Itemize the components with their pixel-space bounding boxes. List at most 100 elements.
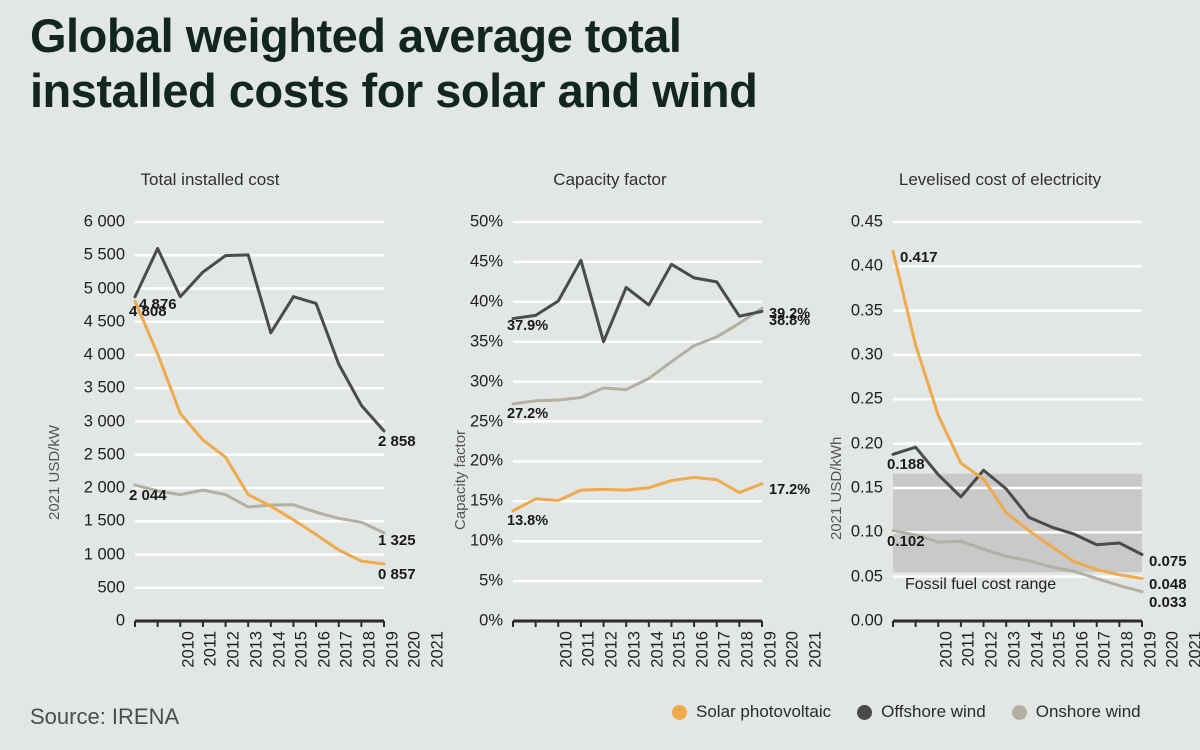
y-axis-tick-label: 0.35 (850, 301, 883, 320)
y-axis-tick-label: 0.10 (850, 522, 883, 541)
y-axis-tick-label: 35% (469, 332, 503, 351)
data-label: 2 858 (378, 432, 416, 450)
x-axis-tick-label: 2019 (1141, 631, 1160, 668)
y-axis-tick-label: 0.40 (850, 256, 883, 275)
x-axis-tick-label: 2016 (1073, 631, 1092, 668)
y-axis-tick-label: 0.45 (850, 212, 883, 231)
x-axis-tick-label: 2015 (670, 631, 689, 668)
data-label: 1 325 (378, 531, 416, 549)
data-label: 4 808 (129, 303, 167, 321)
data-label: 38.8% (769, 313, 811, 330)
x-axis-tick-label: 2016 (693, 631, 712, 668)
y-axis-tick-label: 3 500 (83, 378, 125, 397)
data-label: 0.102 (887, 532, 925, 550)
data-label: 0.188 (887, 456, 925, 474)
data-label: 17.2% (769, 481, 811, 498)
x-axis-tick-label: 2011 (579, 631, 598, 667)
page-title: Global weighted average total installed … (30, 8, 1150, 119)
series-line-solar (511, 475, 764, 513)
x-axis-tick-label: 2012 (224, 631, 243, 668)
x-axis-tick-label: 2015 (1050, 631, 1069, 668)
data-label: 4 876 (139, 295, 177, 313)
x-axis-tick-label: 2016 (315, 631, 334, 668)
series-line-solar (133, 299, 386, 566)
legend-label: Solar photovoltaic (696, 702, 832, 721)
y-axis-tick-label: 4 500 (83, 312, 125, 331)
legend-item-onshore[interactable]: Onshore wind (1011, 702, 1141, 722)
x-axis-tick-label: 2013 (625, 631, 644, 668)
x-axis-tick-label: 2014 (648, 631, 667, 668)
data-label: 0.048 (1149, 576, 1187, 594)
series-line-onshore (511, 306, 764, 406)
y-axis-tick-label: 45% (469, 252, 503, 271)
title-line-2: installed costs for solar and wind (30, 64, 758, 118)
x-axis-tick-label: 2010 (557, 631, 576, 668)
y-axis-tick-label: 40% (469, 292, 503, 311)
chart-title: Total installed cost (140, 170, 280, 189)
y-axis-tick-label: 6 000 (83, 212, 125, 231)
y-axis-tick-label: 20% (469, 451, 503, 470)
x-axis-tick-label: 2012 (602, 631, 621, 668)
x-axis-tick-label: 2018 (1118, 631, 1137, 668)
x-axis-tick-label: 2018 (360, 631, 379, 668)
data-label: 0.075 (1149, 552, 1187, 570)
x-axis-tick-label: 2011 (959, 631, 978, 667)
x-axis-tick-label: 2019 (383, 631, 402, 668)
x-axis-tick-label: 2013 (247, 631, 266, 668)
x-axis-tick-label: 2021 (1186, 631, 1200, 668)
fossil-fuel-band-label: Fossil fuel cost range (905, 576, 1057, 594)
x-axis-tick-label: 2017 (338, 631, 357, 668)
y-axis-tick-label: 0.25 (850, 389, 883, 408)
x-axis-tick-label: 2012 (982, 631, 1001, 668)
legend-swatch-offshore-icon (857, 704, 873, 720)
x-axis-tick-label: 2019 (761, 631, 780, 668)
x-axis-tick-label: 2014 (270, 631, 289, 668)
x-axis-tick-label: 2010 (937, 631, 956, 668)
y-axis-tick-label: 2 500 (83, 445, 125, 464)
plot-area (511, 220, 764, 627)
y-axis-tick-label: 0 (115, 611, 125, 630)
y-axis-tick-label: 50% (469, 212, 503, 231)
legend-swatch-solar-icon (672, 704, 687, 720)
series-line-offshore (133, 247, 386, 433)
plot-area (133, 220, 386, 627)
x-axis-tick-label: 2015 (292, 631, 311, 668)
y-axis-tick-label: 0.00 (850, 611, 883, 630)
chart-title: Levelised cost of electricity (898, 170, 1102, 189)
legend-label: Offshore wind (881, 702, 986, 721)
data-label: 0 857 (378, 566, 416, 583)
series-line-offshore (511, 258, 764, 344)
chart-panel-3: Levelised cost of electricity 2021 USD/kW… (800, 160, 1200, 670)
y-axis-tick-label: 30% (469, 372, 503, 391)
data-label: 2 044 (129, 487, 167, 505)
x-axis-tick-label: 2011 (201, 631, 220, 667)
x-axis-tick-label: 2017 (716, 631, 735, 668)
series-line-offshore (891, 445, 1144, 556)
y-axis-tick-label: 500 (97, 578, 125, 597)
y-axis-tick-label: 25% (469, 412, 503, 430)
x-axis-tick-label: 2010 (179, 631, 198, 668)
x-axis-tick-label: 2017 (1096, 631, 1115, 668)
data-label: 37.9% (507, 317, 549, 334)
source-note: Source: IRENA (30, 704, 180, 729)
chart-legend: Solar photovoltaic Offshore wind Onshore w… (672, 702, 1141, 722)
x-axis-tick-label: 2018 (738, 631, 757, 668)
y-axis-tick-label: 10% (469, 531, 503, 550)
data-label: 39.2% (769, 306, 811, 323)
title-line-1: Global weighted average total (30, 9, 682, 62)
chart-panel-2: Capacity factor Capacity factor 0% 5% 10% 15%… (420, 160, 825, 670)
legend-swatch-onshore-icon (1011, 704, 1027, 720)
plot-area (891, 220, 1144, 627)
y-axis-tick-label: 1 000 (83, 545, 125, 563)
y-axis-tick-label: 0.20 (850, 434, 883, 453)
x-axis-tick-label: 2014 (1028, 631, 1047, 668)
series-line-onshore (133, 483, 386, 535)
legend-label: Onshore wind (1035, 702, 1141, 721)
series-line-solar (891, 249, 1144, 580)
legend-item-offshore[interactable]: Offshore wind (857, 702, 986, 722)
y-axis-tick-label: 1 500 (83, 511, 125, 530)
chart-panel-1: Total installed cost 2021 USD/kW 0 500 1 000… (0, 160, 447, 670)
y-axis-tick-label: 5% (479, 571, 503, 590)
legend-item-solar[interactable]: Solar photovoltaic (672, 702, 831, 722)
data-label: 13.8% (507, 512, 549, 529)
